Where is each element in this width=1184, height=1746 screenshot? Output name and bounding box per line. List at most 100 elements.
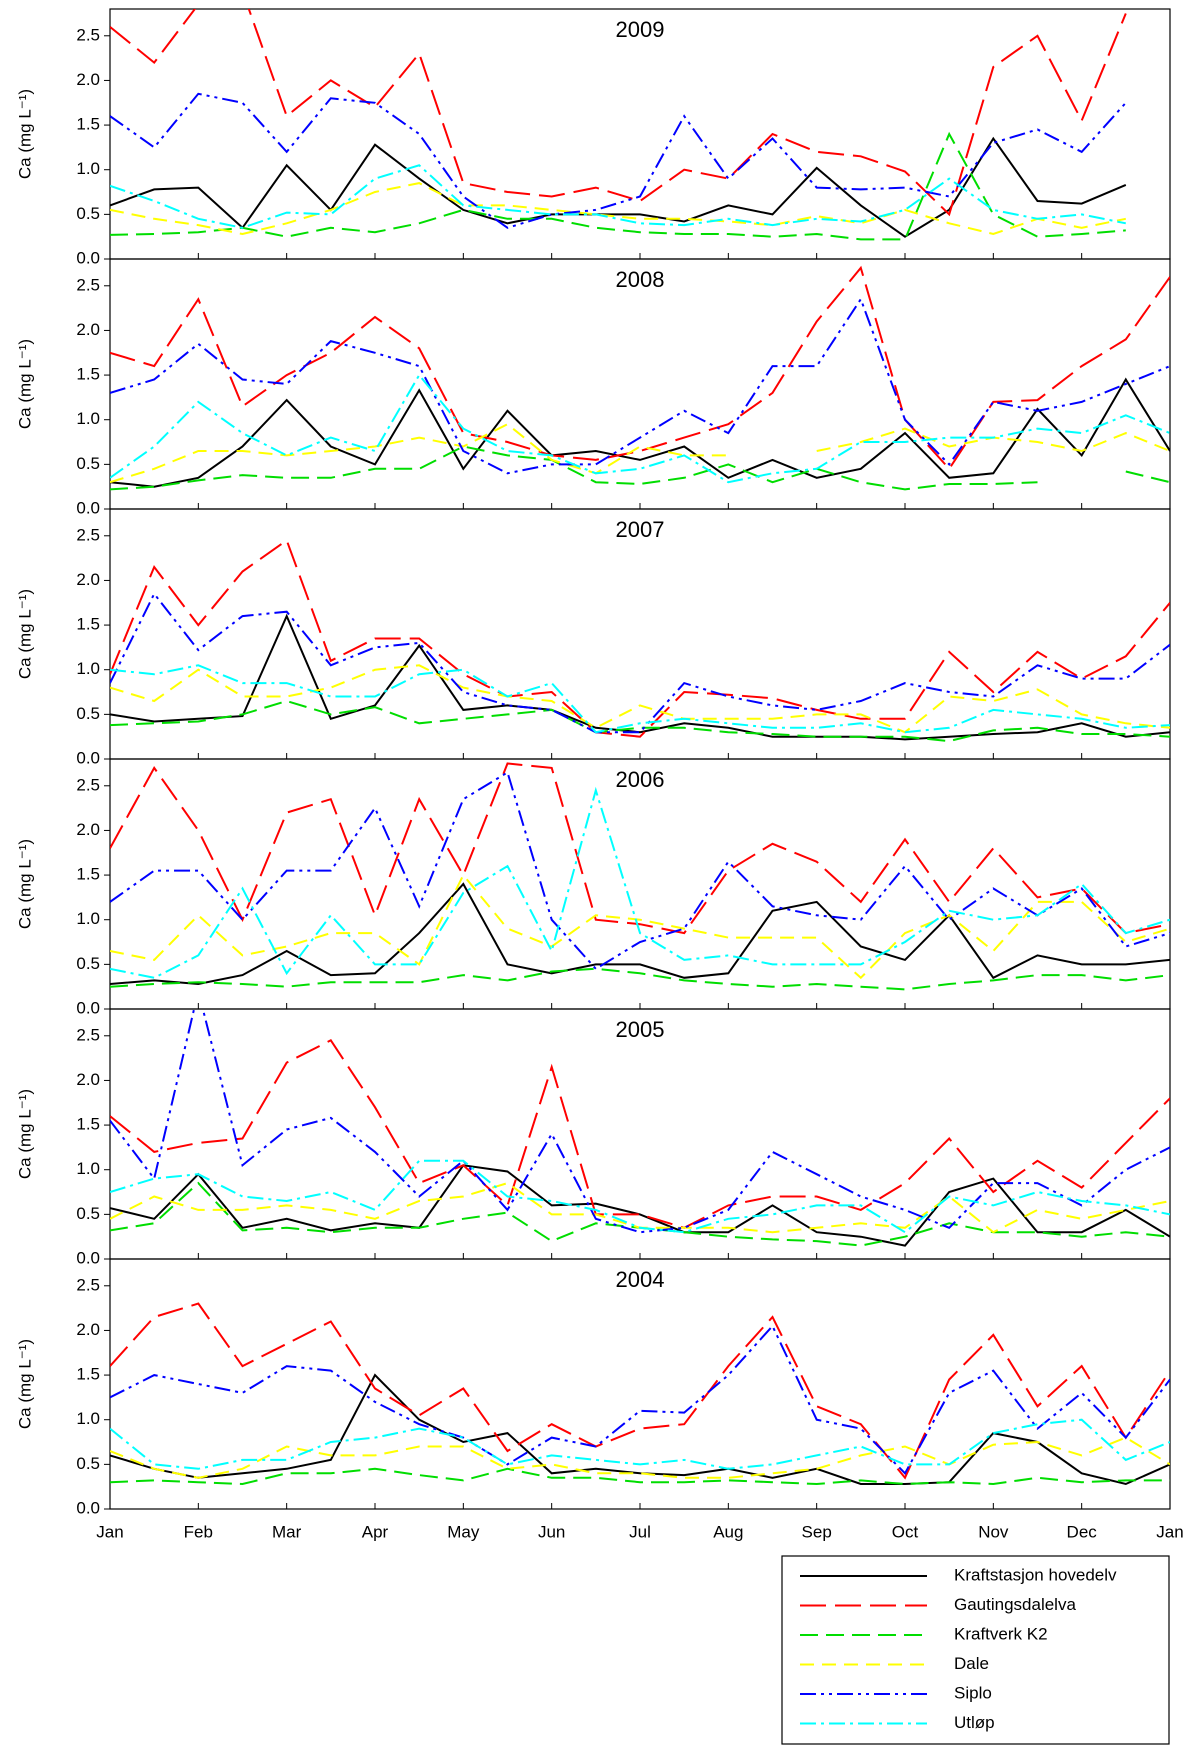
series-line: [110, 1418, 1170, 1470]
plot-frame: [109, 758, 1171, 1010]
x-tick-label: Dec: [1067, 1522, 1098, 1541]
series-line: [110, 9, 1127, 217]
legend-label: Dale: [954, 1654, 989, 1673]
y-tick-label: 1.0: [76, 159, 100, 178]
y-tick-label: 0.0: [76, 498, 100, 517]
y-tick-label: 0.5: [76, 454, 100, 473]
y-tick-label: 0.5: [76, 204, 100, 223]
y-tick-label: 1.0: [76, 909, 100, 928]
series-line: [110, 373, 1170, 484]
y-tick-label: 1.5: [76, 115, 100, 134]
panel-title: 2004: [616, 1267, 665, 1292]
series-line: [110, 882, 1170, 986]
y-tick-label: 2.5: [76, 25, 100, 44]
y-tick-label: 1.5: [76, 1365, 100, 1384]
x-tick-label: Jul: [629, 1522, 651, 1541]
y-tick-label: 2.5: [76, 1275, 100, 1294]
y-tick-label: 2.0: [76, 70, 100, 89]
x-tick-label: Jan: [96, 1522, 123, 1541]
series-line: [110, 873, 1170, 980]
plot-frame: [109, 8, 1171, 260]
series-line: [110, 699, 1170, 743]
legend-label: Kraftverk K2: [954, 1624, 1048, 1643]
series-line: [110, 92, 1127, 229]
y-tick-label: 2.5: [76, 1025, 100, 1044]
y-tick-label: 1.0: [76, 409, 100, 428]
y-axis-label: Ca (mg L⁻¹): [15, 1339, 34, 1429]
series-line: [110, 967, 1170, 991]
series-line: [110, 1373, 1170, 1486]
y-tick-label: 1.5: [76, 865, 100, 884]
y-tick-label: 1.5: [76, 615, 100, 634]
series-line: [110, 1324, 1170, 1475]
y-tick-label: 0.5: [76, 1204, 100, 1223]
x-tick-label: Jan: [1156, 1522, 1183, 1541]
panel-title: 2009: [616, 17, 665, 42]
y-tick-label: 2.5: [76, 525, 100, 544]
y-tick-label: 0.0: [76, 1248, 100, 1267]
y-axis-label: Ca (mg L⁻¹): [15, 89, 34, 179]
series-line: [110, 664, 1170, 734]
series-line: [110, 770, 1170, 971]
legend-box: [781, 1555, 1170, 1745]
y-tick-label: 2.0: [76, 1320, 100, 1339]
series-line: [110, 1436, 1170, 1479]
series-line: [110, 1039, 1170, 1229]
series-line: [110, 786, 1170, 979]
panel-title: 2005: [616, 1017, 665, 1042]
y-tick-label: 2.0: [76, 570, 100, 589]
y-axis-label: Ca (mg L⁻¹): [15, 589, 34, 679]
y-tick-label: 2.5: [76, 275, 100, 294]
series-line: [110, 265, 1170, 471]
series-line: [110, 1182, 1170, 1234]
y-tick-label: 0.0: [76, 748, 100, 767]
series-line: [110, 1159, 1170, 1234]
series-line: [110, 613, 1170, 741]
series-line: [110, 296, 1170, 475]
y-tick-label: 0.5: [76, 1454, 100, 1473]
y-tick-label: 1.5: [76, 365, 100, 384]
legend-label: Kraftstasjon hovedelv: [954, 1565, 1117, 1584]
x-tick-label: Sep: [802, 1522, 832, 1541]
plot-frame: [109, 508, 1171, 760]
y-tick-label: 2.0: [76, 320, 100, 339]
series-line: [110, 136, 1127, 238]
y-tick-label: 0.5: [76, 954, 100, 973]
y-tick-label: 0.0: [76, 248, 100, 267]
y-tick-label: 1.0: [76, 1159, 100, 1178]
x-tick-label: Apr: [362, 1522, 389, 1541]
y-tick-label: 0.0: [76, 1498, 100, 1517]
panel-title: 2007: [616, 517, 665, 542]
panel-title: 2006: [616, 767, 665, 792]
x-tick-label: Jun: [538, 1522, 565, 1541]
x-tick-label: Oct: [892, 1522, 919, 1541]
legend-label: Siplo: [954, 1683, 992, 1702]
series-line: [110, 591, 1170, 734]
y-tick-label: 1.0: [76, 659, 100, 678]
series-line: [110, 1009, 1170, 1234]
x-tick-label: May: [447, 1522, 480, 1541]
x-tick-label: Aug: [713, 1522, 743, 1541]
y-tick-label: 1.0: [76, 1409, 100, 1428]
series-line: [110, 131, 1126, 241]
y-tick-label: 2.0: [76, 820, 100, 839]
legend-label: Gautingsdalelva: [954, 1595, 1076, 1614]
plot-frame: [109, 258, 1171, 510]
y-tick-label: 2.0: [76, 1070, 100, 1089]
y-tick-label: 0.0: [76, 998, 100, 1017]
series-line: [110, 1164, 1170, 1247]
series-line: [110, 445, 1170, 491]
series-line: [110, 538, 1170, 738]
x-tick-label: Nov: [978, 1522, 1009, 1541]
legend-label: Utløp: [954, 1713, 995, 1732]
y-tick-label: 2.5: [76, 775, 100, 794]
series-line: [110, 664, 1170, 734]
y-axis-label: Ca (mg L⁻¹): [15, 339, 34, 429]
series-line: [110, 377, 1170, 488]
x-tick-label: Mar: [272, 1522, 302, 1541]
panel-title: 2008: [616, 267, 665, 292]
series-line: [110, 1302, 1170, 1480]
series-line: [110, 1467, 1170, 1486]
